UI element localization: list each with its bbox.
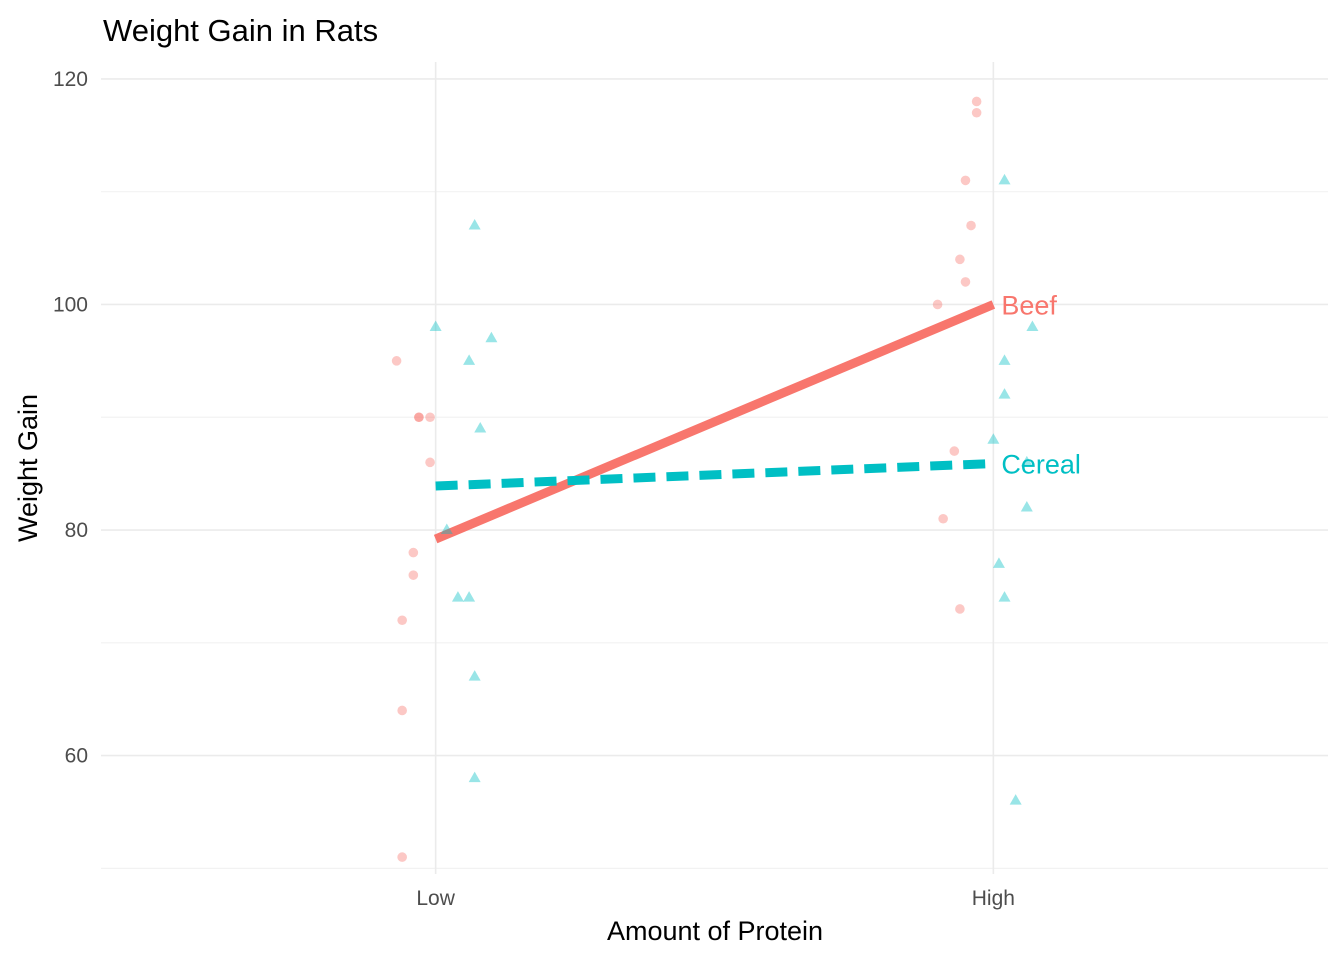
- data-point-beef: [414, 412, 424, 423]
- data-point-cereal: [468, 771, 481, 783]
- fit-line-cereal: [435, 458, 994, 491]
- data-point-beef: [408, 547, 419, 558]
- data-point-cereal: [998, 388, 1011, 399]
- tick-labels: 60 80 100 120 Low High: [53, 68, 1015, 910]
- data-point-cereal: [468, 670, 481, 681]
- data-point-beef: [397, 852, 407, 862]
- data-point-beef: [397, 615, 407, 626]
- data-point-cereal: [468, 219, 481, 230]
- data-point-beef: [955, 604, 965, 614]
- series-label-beef: Beef: [1001, 290, 1057, 320]
- data-point-cereal: [474, 422, 487, 433]
- data-point-beef: [949, 446, 960, 456]
- data-point-cereal: [429, 320, 442, 332]
- data-point-beef: [391, 356, 402, 366]
- data-point-cereal: [1020, 455, 1033, 467]
- data-point-cereal: [1020, 500, 1033, 512]
- data-point-beef: [397, 705, 407, 716]
- data-point-cereal: [998, 354, 1011, 365]
- data-point-cereal: [998, 173, 1011, 185]
- data-point-beef: [414, 412, 424, 423]
- series-label-cereal: Cereal: [1001, 449, 1081, 479]
- y-tick-label: 60: [65, 745, 88, 768]
- data-point-cereal: [1009, 794, 1022, 805]
- data-point-cereal: [463, 591, 476, 602]
- chart-title: Weight Gain in Rats: [103, 13, 378, 48]
- fit-lines: [433, 300, 996, 544]
- data-points: [391, 96, 1039, 862]
- x-tick-label: High: [972, 887, 1015, 910]
- y-tick-label: 100: [53, 293, 88, 316]
- data-point-cereal: [987, 433, 1000, 444]
- data-point-cereal: [992, 557, 1005, 568]
- y-tick-label: 80: [65, 519, 88, 542]
- data-point-beef: [960, 175, 971, 186]
- data-point-beef: [971, 96, 982, 107]
- data-point-beef: [425, 457, 435, 468]
- fit-line-beef: [433, 300, 996, 544]
- data-point-beef: [971, 107, 982, 118]
- data-point-beef: [960, 277, 971, 287]
- grid: [101, 62, 1328, 874]
- data-point-cereal: [485, 331, 498, 343]
- data-point-cereal: [1026, 320, 1039, 332]
- data-point-beef: [955, 254, 965, 265]
- data-point-cereal: [451, 591, 464, 602]
- x-axis-title: Amount of Protein: [607, 916, 823, 946]
- data-point-beef: [932, 299, 943, 310]
- data-point-beef: [938, 513, 948, 524]
- data-point-beef: [408, 570, 419, 580]
- x-tick-label: Low: [416, 887, 455, 910]
- data-point-beef: [966, 220, 976, 231]
- data-point-cereal: [463, 354, 476, 365]
- y-tick-label: 120: [53, 68, 88, 91]
- data-point-beef: [425, 412, 435, 423]
- data-point-cereal: [998, 591, 1011, 602]
- y-axis-title: Weight Gain: [13, 394, 43, 542]
- data-point-cereal: [440, 523, 453, 535]
- series-end-labels: Beef Cereal: [1001, 290, 1081, 479]
